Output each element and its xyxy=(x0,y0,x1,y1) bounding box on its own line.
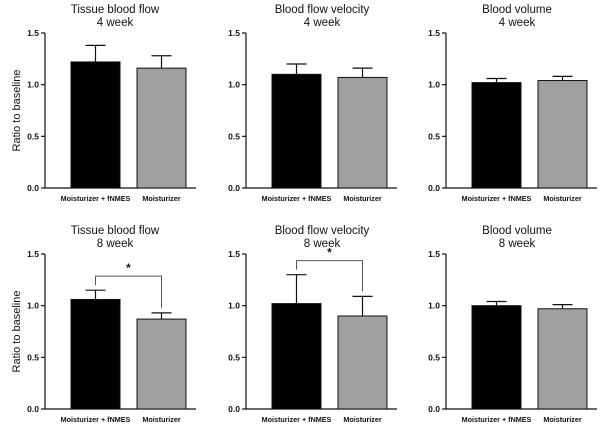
chart-subtitle: 8 week xyxy=(304,238,341,250)
chart-subtitle: 4 week xyxy=(499,17,536,29)
significance-bracket xyxy=(296,260,363,292)
significance-bracket xyxy=(95,275,162,308)
category-label: Moisturizer xyxy=(543,415,582,424)
category-label: Moisturizer xyxy=(142,194,181,203)
bar xyxy=(471,305,522,410)
y-tick-label: 0.5 xyxy=(27,131,39,141)
chart-subtitle: 8 week xyxy=(97,238,134,250)
category-label: Moisturizer xyxy=(543,194,582,203)
category-label: Moisturizer + fNMES xyxy=(61,194,131,203)
category-label: Moisturizer + fNMES xyxy=(462,415,532,424)
y-tick-label: 0.0 xyxy=(228,183,240,193)
chart-subtitle: 4 week xyxy=(97,17,134,29)
y-tick-label: 1.5 xyxy=(228,28,240,38)
category-label: Moisturizer xyxy=(343,194,382,203)
significance-marker: * xyxy=(327,246,332,260)
category-label: Moisturizer xyxy=(142,415,181,424)
y-tick-label: 0.5 xyxy=(428,352,440,362)
y-axis-label: Ratio to baseline xyxy=(11,291,23,373)
bar xyxy=(471,82,522,189)
y-tick-label: 1.0 xyxy=(428,80,440,90)
category-label: Moisturizer xyxy=(343,415,382,424)
bar xyxy=(537,308,588,410)
bar xyxy=(337,315,388,410)
y-tick-label: 1.0 xyxy=(27,301,39,311)
bar xyxy=(70,298,121,410)
bar xyxy=(70,61,121,189)
category-label: Moisturizer + fNMES xyxy=(462,194,532,203)
y-tick-label: 1.0 xyxy=(228,301,240,311)
bar xyxy=(337,76,388,189)
y-tick-label: 0.0 xyxy=(228,404,240,414)
chart-title: Blood volume xyxy=(482,225,552,237)
bar xyxy=(271,303,322,410)
chart-title: Tissue blood flow xyxy=(71,4,160,16)
category-label: Moisturizer + fNMES xyxy=(262,415,332,424)
y-tick-label: 0.0 xyxy=(428,183,440,193)
y-tick-label: 0.0 xyxy=(27,404,39,414)
chart-title: Blood flow velocity xyxy=(275,4,370,16)
significance-marker: * xyxy=(126,261,131,275)
category-label: Moisturizer + fNMES xyxy=(262,194,332,203)
y-tick-label: 1.0 xyxy=(428,301,440,311)
chart-subtitle: 8 week xyxy=(499,238,536,250)
y-tick-label: 1.5 xyxy=(228,249,240,259)
y-tick-label: 1.5 xyxy=(428,28,440,38)
y-tick-label: 1.0 xyxy=(27,80,39,90)
y-tick-label: 1.5 xyxy=(27,28,39,38)
chart-title: Blood flow velocity xyxy=(275,225,370,237)
y-tick-label: 0.5 xyxy=(228,352,240,362)
y-tick-label: 1.5 xyxy=(27,249,39,259)
y-tick-label: 1.0 xyxy=(228,80,240,90)
bar xyxy=(136,67,187,189)
y-tick-label: 0.0 xyxy=(27,183,39,193)
chart-subtitle: 4 week xyxy=(304,17,341,29)
chart-title: Blood volume xyxy=(482,4,552,16)
category-label: Moisturizer + fNMES xyxy=(61,415,131,424)
bar xyxy=(271,73,322,189)
chart-title: Tissue blood flow xyxy=(71,225,160,237)
y-tick-label: 1.5 xyxy=(428,249,440,259)
bar xyxy=(136,318,187,410)
y-tick-label: 0.5 xyxy=(27,352,39,362)
y-tick-label: 0.5 xyxy=(228,131,240,141)
y-tick-label: 0.0 xyxy=(428,404,440,414)
y-tick-label: 0.5 xyxy=(428,131,440,141)
y-axis-label: Ratio to baseline xyxy=(11,70,23,152)
bar xyxy=(537,80,588,189)
